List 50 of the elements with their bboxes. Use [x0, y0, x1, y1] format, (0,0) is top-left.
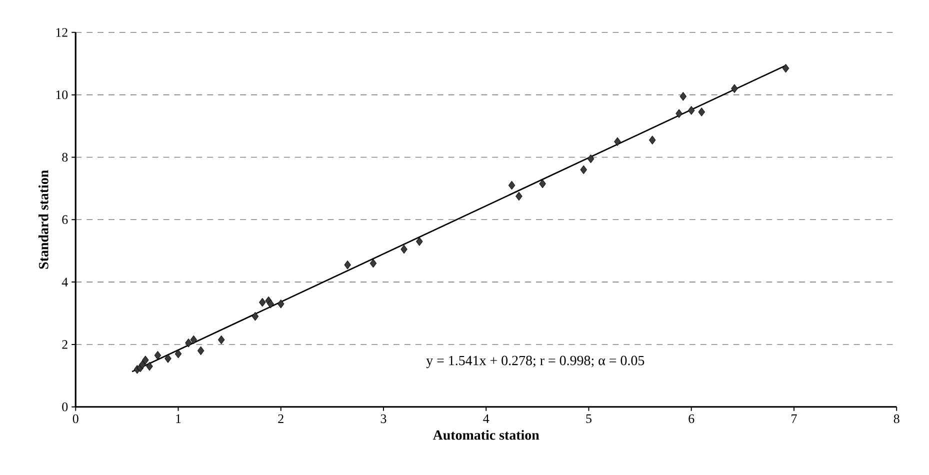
point — [539, 179, 546, 188]
point — [587, 154, 594, 164]
x-axis-title: Automatic station — [432, 430, 540, 440]
x-tick-label: 4 — [483, 414, 490, 423]
x-tick-label: 6 — [688, 414, 694, 423]
point — [688, 106, 695, 115]
x-tick-label: 1 — [176, 414, 181, 423]
y-tick-label: 4 — [62, 278, 68, 286]
point — [580, 165, 587, 174]
point — [516, 192, 522, 201]
point — [138, 360, 146, 370]
point — [698, 107, 706, 116]
point — [142, 356, 149, 364]
y-tick-label: 6 — [62, 215, 68, 224]
y-tick-label: 8 — [62, 152, 68, 162]
x-tick-label: 8 — [894, 414, 900, 423]
y-tick-label: 0 — [62, 402, 68, 412]
point — [614, 137, 621, 146]
point — [344, 260, 351, 270]
point — [370, 258, 377, 268]
y-tick-label: 10 — [56, 90, 68, 100]
point — [197, 346, 204, 356]
point — [731, 84, 738, 93]
point — [508, 180, 516, 190]
x-tick-label: 2 — [278, 414, 284, 423]
point — [782, 64, 790, 73]
point — [400, 244, 408, 254]
x-tick-label: 7 — [792, 414, 797, 423]
point — [648, 135, 656, 144]
y-tick-label: 2 — [62, 340, 68, 349]
x-tick-label: 5 — [586, 414, 592, 423]
point — [154, 350, 162, 360]
point — [146, 362, 153, 371]
point — [680, 92, 687, 101]
point — [416, 236, 423, 246]
point — [218, 335, 225, 344]
y-axis-title: Standard station — [38, 170, 48, 269]
point — [174, 349, 182, 358]
annotation: y = 1.541x + 0.278; r = 0.998; α = 0.05 — [426, 356, 644, 368]
point — [676, 108, 682, 118]
x-tick-label: 0 — [72, 414, 78, 423]
point — [185, 338, 192, 348]
y-tick-label: 12 — [56, 28, 68, 37]
x-tick-label: 3 — [380, 414, 386, 423]
point — [164, 354, 172, 363]
point — [190, 335, 198, 344]
point — [267, 299, 274, 308]
point — [259, 298, 266, 307]
point — [277, 299, 284, 308]
point — [252, 312, 259, 321]
